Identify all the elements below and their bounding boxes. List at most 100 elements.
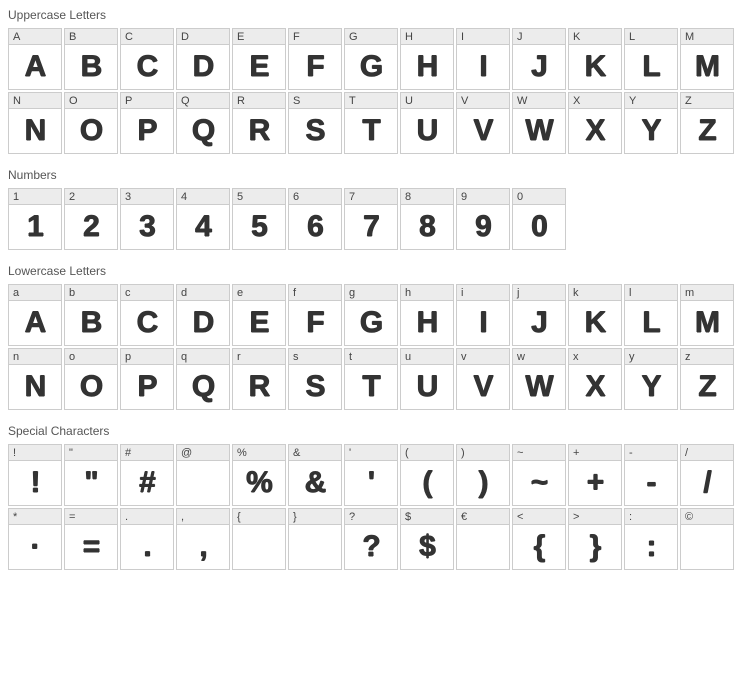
char-cell[interactable]: gG — [344, 284, 398, 346]
char-cell[interactable]: '' — [344, 444, 398, 506]
char-cell[interactable]: hH — [400, 284, 454, 346]
char-cell[interactable]: mM — [680, 284, 734, 346]
char-cell[interactable]: YY — [624, 92, 678, 154]
char-cell[interactable]: ?? — [344, 508, 398, 570]
char-cell[interactable]: CC — [120, 28, 174, 90]
char-glyph — [457, 525, 509, 569]
char-label: W — [513, 93, 565, 109]
char-cell[interactable]: tT — [344, 348, 398, 410]
char-cell[interactable]: 99 — [456, 188, 510, 250]
char-cell[interactable]: ,, — [176, 508, 230, 570]
char-glyph: 5 — [233, 205, 285, 249]
char-cell[interactable]: aA — [8, 284, 62, 346]
char-cell[interactable]: UU — [400, 92, 454, 154]
char-cell[interactable]: jJ — [512, 284, 566, 346]
char-cell[interactable]: QQ — [176, 92, 230, 154]
char-cell[interactable]: ZZ — [680, 92, 734, 154]
char-cell[interactable]: // — [680, 444, 734, 506]
char-cell[interactable]: == — [64, 508, 118, 570]
char-glyph: 0 — [513, 205, 565, 249]
char-cell[interactable]: PP — [120, 92, 174, 154]
char-cell[interactable]: BB — [64, 28, 118, 90]
char-cell[interactable]: MM — [680, 28, 734, 90]
char-cell[interactable]: uU — [400, 348, 454, 410]
char-cell[interactable]: xX — [568, 348, 622, 410]
char-cell[interactable]: GG — [344, 28, 398, 90]
char-cell[interactable]: iI — [456, 284, 510, 346]
char-cell[interactable]: NN — [8, 92, 62, 154]
char-glyph: Y — [625, 365, 677, 409]
char-cell[interactable]: .. — [120, 508, 174, 570]
char-cell[interactable]: SS — [288, 92, 342, 154]
char-cell[interactable]: JJ — [512, 28, 566, 90]
char-cell[interactable]: (( — [400, 444, 454, 506]
char-cell[interactable]: AA — [8, 28, 62, 90]
char-cell[interactable]: 88 — [400, 188, 454, 250]
char-cell[interactable]: kK — [568, 284, 622, 346]
char-cell[interactable]: ## — [120, 444, 174, 506]
char-cell[interactable]: lL — [624, 284, 678, 346]
char-cell[interactable]: qQ — [176, 348, 230, 410]
char-cell[interactable]: )) — [456, 444, 510, 506]
char-cell[interactable]: sS — [288, 348, 342, 410]
char-cell[interactable]: bB — [64, 284, 118, 346]
char-cell[interactable]: 44 — [176, 188, 230, 250]
char-cell[interactable]: eE — [232, 284, 286, 346]
char-cell[interactable]: DD — [176, 28, 230, 90]
char-label: o — [65, 349, 117, 365]
char-cell[interactable]: dD — [176, 284, 230, 346]
char-cell[interactable]: VV — [456, 92, 510, 154]
char-cell[interactable]: @ — [176, 444, 230, 506]
char-label: / — [681, 445, 733, 461]
char-cell[interactable]: } — [288, 508, 342, 570]
char-cell[interactable]: 33 — [120, 188, 174, 250]
char-cell[interactable]: !! — [8, 444, 62, 506]
char-cell[interactable]: && — [288, 444, 342, 506]
char-cell[interactable]: "" — [64, 444, 118, 506]
char-cell[interactable]: %% — [232, 444, 286, 506]
char-cell[interactable]: LL — [624, 28, 678, 90]
char-cell[interactable]: RR — [232, 92, 286, 154]
char-cell[interactable]: -- — [624, 444, 678, 506]
char-cell[interactable]: 77 — [344, 188, 398, 250]
char-cell[interactable]: >} — [568, 508, 622, 570]
char-cell[interactable]: 22 — [64, 188, 118, 250]
char-cell[interactable]: FF — [288, 28, 342, 90]
char-glyph: B — [65, 301, 117, 345]
char-cell[interactable]: 66 — [288, 188, 342, 250]
char-cell[interactable]: vV — [456, 348, 510, 410]
char-cell[interactable]: XX — [568, 92, 622, 154]
char-cell[interactable]: rR — [232, 348, 286, 410]
char-cell[interactable]: *· — [8, 508, 62, 570]
char-cell[interactable]: ~~ — [512, 444, 566, 506]
char-cell[interactable]: yY — [624, 348, 678, 410]
char-cell[interactable]: zZ — [680, 348, 734, 410]
char-cell[interactable]: ++ — [568, 444, 622, 506]
char-cell[interactable]: 55 — [232, 188, 286, 250]
char-cell[interactable]: nN — [8, 348, 62, 410]
char-cell[interactable]: :: — [624, 508, 678, 570]
char-row: *·==..,,{}??$$€<{>}::© — [8, 508, 740, 570]
char-cell[interactable]: WW — [512, 92, 566, 154]
char-cell[interactable]: { — [232, 508, 286, 570]
char-cell[interactable]: HH — [400, 28, 454, 90]
char-cell[interactable]: wW — [512, 348, 566, 410]
char-cell[interactable]: II — [456, 28, 510, 90]
char-cell[interactable]: <{ — [512, 508, 566, 570]
char-cell[interactable]: OO — [64, 92, 118, 154]
char-cell[interactable]: TT — [344, 92, 398, 154]
char-cell[interactable]: oO — [64, 348, 118, 410]
char-glyph: G — [345, 301, 397, 345]
char-cell[interactable]: EE — [232, 28, 286, 90]
char-cell[interactable]: © — [680, 508, 734, 570]
char-cell[interactable]: € — [456, 508, 510, 570]
char-cell[interactable]: 00 — [512, 188, 566, 250]
char-cell[interactable]: cC — [120, 284, 174, 346]
char-cell[interactable]: 11 — [8, 188, 62, 250]
char-glyph: S — [289, 365, 341, 409]
char-cell[interactable]: $$ — [400, 508, 454, 570]
char-cell[interactable]: KK — [568, 28, 622, 90]
char-label: l — [625, 285, 677, 301]
char-cell[interactable]: fF — [288, 284, 342, 346]
char-cell[interactable]: pP — [120, 348, 174, 410]
